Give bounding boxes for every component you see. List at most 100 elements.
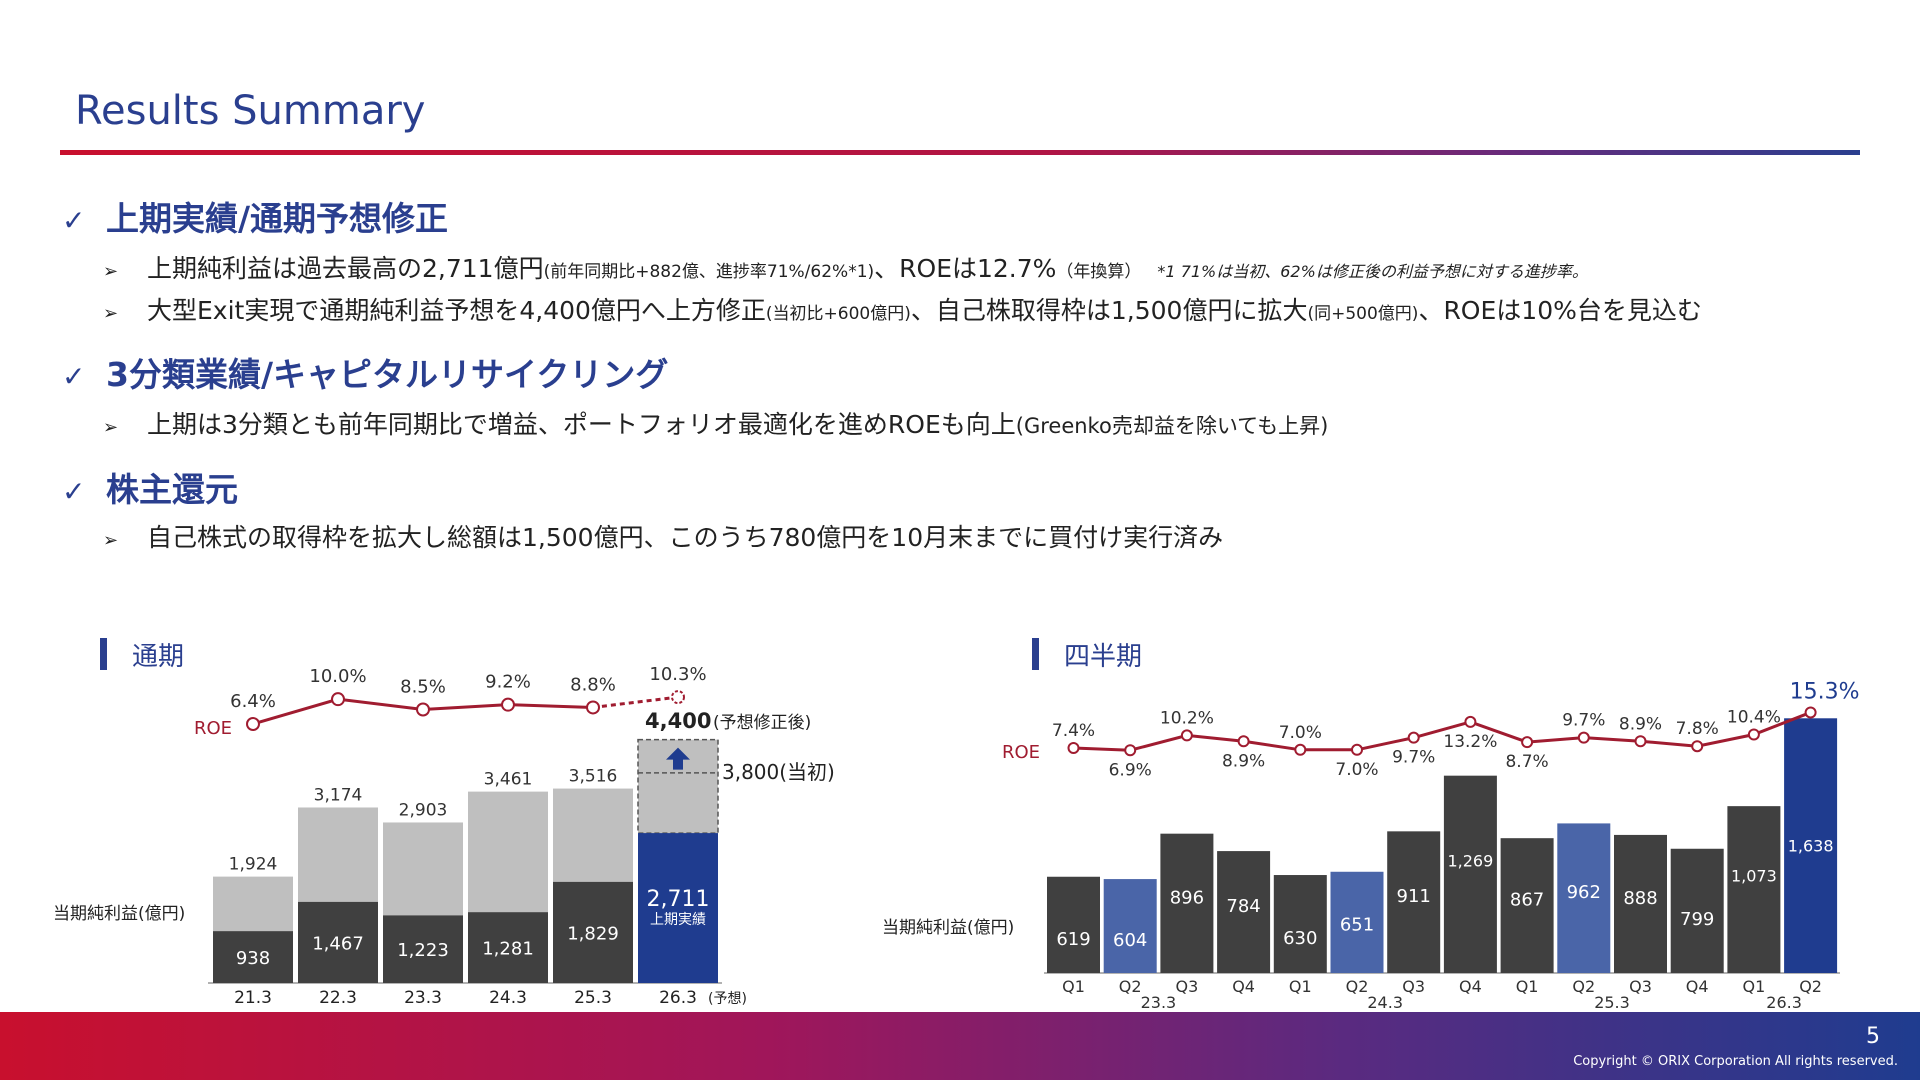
quarter-bar <box>1330 871 1384 973</box>
roe-point <box>1180 729 1193 742</box>
bar-value-label: 619 <box>1056 929 1090 950</box>
roe-point <box>1067 742 1080 754</box>
y-axis-label: 当期純利益(億円) <box>53 904 185 924</box>
total-label: 3,461 <box>484 770 533 790</box>
bar-value-label: 1,073 <box>1731 867 1777 886</box>
bullet-text: 上期は3分類とも前年同期比で増益、ポートフォリオ最適化を進めROEも向上 <box>147 410 1016 439</box>
roe-point <box>1577 731 1590 744</box>
bullet-text: 、自己株取得枠は1,500億円に拡大 <box>910 296 1308 325</box>
roe-label: 9.7% <box>1392 748 1435 768</box>
year-tick-label: 23.3 <box>1141 993 1177 1012</box>
roe-label: 10.4% <box>1727 708 1781 728</box>
bullet-text: 大型Exit実現で通期純利益予想を4,400億円へ上方修正 <box>147 296 766 325</box>
roe-point <box>1237 735 1250 748</box>
charts-canvas: 1,924 938 21.3 3,174 1,467 22.3 2,903 1,223 23.3… <box>53 664 1860 1012</box>
roe-label: 10.2% <box>1160 708 1214 728</box>
heading-text: 上期実績/通期予想修正 <box>106 199 449 238</box>
total-label: 2,903 <box>399 800 448 820</box>
roe-point <box>1124 744 1137 757</box>
bullet-buyback: ➢ 自己株式の取得枠を拡大し総額は1,500億円、このうち780億円を10月末まで… <box>103 518 1223 554</box>
bar-value-label: 911 <box>1397 886 1431 907</box>
year-tick-label: 24.3 <box>1367 993 1403 1012</box>
x-tick-label: 25.3 <box>574 988 612 1008</box>
quarter-bar <box>1670 848 1724 973</box>
quarterly-chart-title: 四半期 <box>1032 636 1142 673</box>
roe-label: 8.7% <box>1505 752 1548 772</box>
bullet-text-small: (Greenko売却益を除いても上昇) <box>1015 414 1329 438</box>
quarter-tick-label: Q3 <box>1629 977 1652 996</box>
bar-second-half <box>553 788 633 882</box>
bullet-text: 、ROEは10%台を見込む <box>1418 296 1702 325</box>
roe-point <box>331 692 345 707</box>
initial-forecast-label: 3,800(当初) <box>722 760 835 784</box>
bullet-text: 自己株式の取得枠を拡大し総額は1,500億円、このうち780億円を10月末までに… <box>147 523 1224 552</box>
total-label: 3,174 <box>314 785 363 805</box>
bullet-text-small: (前年同期比+882億、進捗率71%/62%*1) <box>543 262 875 282</box>
first-half-label: 2,711 <box>647 887 710 912</box>
roe-point <box>1407 731 1420 744</box>
roe-label: 15.3% <box>1790 679 1860 704</box>
quarter-tick-label: Q3 <box>1402 977 1425 996</box>
title-divider <box>60 150 1860 155</box>
roe-point <box>416 702 430 717</box>
roe-forecast-line <box>592 695 679 709</box>
roe-line <box>1073 711 1812 752</box>
bar-value-label: 630 <box>1283 928 1317 949</box>
roe-point <box>1691 740 1704 753</box>
arrowhead-bullet-icon: ➢ <box>103 303 119 324</box>
first-half-label: 1,223 <box>397 940 449 961</box>
bar-value-label: 1,269 <box>1447 851 1493 870</box>
bar-value-label: 962 <box>1567 882 1601 903</box>
roe-label: 13.2% <box>1443 732 1497 752</box>
x-tick-label: 23.3 <box>404 988 442 1008</box>
bar-second-half <box>383 822 463 916</box>
y-axis-label: 当期純利益(億円) <box>882 918 1014 938</box>
heading-text: 株主還元 <box>106 470 238 509</box>
bar-value-label: 784 <box>1226 896 1260 917</box>
quarter-bar <box>1273 875 1327 973</box>
bar-first-half <box>383 915 463 983</box>
copyright: Copyright © ORIX Corporation All rights … <box>1573 1054 1898 1069</box>
year-tick-label: 25.3 <box>1594 993 1630 1012</box>
roe-point <box>246 717 260 731</box>
bullet-text-small: (同+500億円) <box>1307 304 1419 324</box>
section-heading-segments: ✓ 3分類業績/キャピタルリサイクリング <box>62 348 668 396</box>
roe-point <box>671 690 685 705</box>
up-arrow-icon <box>666 747 690 770</box>
roe-label: 8.8% <box>570 674 616 695</box>
bar-second-half <box>298 807 378 902</box>
roe-point <box>501 697 515 712</box>
quarter-bar <box>1103 879 1157 973</box>
roe-label: 10.0% <box>309 666 366 687</box>
quarter-tick-label: Q4 <box>1232 977 1255 996</box>
roe-point <box>1351 743 1363 756</box>
check-icon: ✓ <box>62 475 86 508</box>
quarter-bar <box>1160 833 1214 973</box>
roe-point <box>1634 735 1647 748</box>
x-tick-label: 26.3 <box>659 988 697 1008</box>
first-half-label: 1,281 <box>482 939 534 960</box>
revised-forecast-note: (予想修正後) <box>713 713 811 733</box>
bullet-text: 上期純利益は過去最高の2,711億円 <box>147 254 544 283</box>
page-title: Results Summary <box>75 88 426 134</box>
bar-value-label: 651 <box>1340 914 1374 935</box>
current-sublabel: 上期実績 <box>650 912 706 928</box>
bar-value-label: 1,638 <box>1788 836 1834 855</box>
roe-label: 8.5% <box>400 677 446 698</box>
quarter-bar <box>1387 831 1441 973</box>
arrowhead-bullet-icon: ➢ <box>103 530 119 551</box>
quarter-bar <box>1217 851 1271 973</box>
first-half-label: 1,829 <box>567 923 619 944</box>
quarter-bar <box>1784 718 1838 973</box>
section-heading-shareholder-returns: ✓ 株主還元 <box>62 463 238 511</box>
quarter-bar <box>1500 838 1554 973</box>
arrowhead-bullet-icon: ➢ <box>103 417 119 438</box>
quarter-bar <box>1443 775 1497 973</box>
roe-label: 9.2% <box>485 672 531 693</box>
roe-label: 7.0% <box>1279 723 1322 743</box>
roe-point <box>1747 728 1760 741</box>
roe-label: 6.4% <box>230 691 276 712</box>
quarter-tick-label: Q3 <box>1176 977 1199 996</box>
bar-value-label: 799 <box>1680 909 1714 930</box>
roe-point <box>1464 715 1477 728</box>
